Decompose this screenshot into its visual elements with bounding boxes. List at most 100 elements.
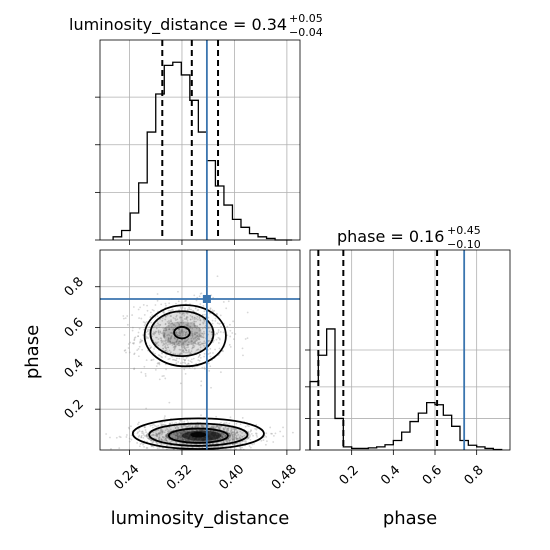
sample-point (191, 450, 193, 452)
sample-point (189, 314, 192, 317)
sample-point (225, 428, 228, 431)
sample-point (215, 338, 218, 341)
sample-point (160, 443, 163, 446)
sample-point (193, 367, 196, 370)
sample-point (176, 433, 179, 436)
sample-point (166, 444, 168, 447)
sample-point (170, 440, 173, 443)
sample-point (168, 321, 171, 324)
sample-point (125, 351, 127, 354)
sample-point (170, 319, 172, 321)
sample-point (154, 429, 157, 432)
sample-point (171, 344, 174, 347)
sample-point (163, 333, 166, 336)
sample-point (183, 347, 186, 350)
sample-point (182, 312, 185, 315)
sample-point (200, 342, 203, 345)
sample-point (248, 425, 250, 428)
sample-point (241, 446, 243, 449)
sample-point (215, 425, 218, 428)
sample-point (140, 434, 143, 437)
sample-point (202, 440, 205, 443)
sample-point (228, 440, 231, 443)
sample-point (182, 430, 185, 433)
sample-point (211, 443, 214, 445)
sample-point (170, 320, 172, 323)
sample-point (146, 440, 148, 443)
sample-point (178, 435, 181, 438)
sample-point (165, 439, 168, 441)
sample-point (216, 312, 218, 315)
sample-point (162, 340, 165, 342)
sample-point (177, 432, 179, 435)
sample-point (212, 442, 215, 445)
sample-point (166, 321, 169, 323)
sample-point (162, 347, 165, 350)
sample-point (146, 447, 149, 449)
joint-plot-area (103, 275, 294, 452)
sample-point (147, 333, 150, 335)
sample-point (207, 316, 210, 319)
sample-point (156, 293, 159, 295)
sample-point (228, 439, 230, 442)
sample-point (216, 322, 219, 325)
sample-point (179, 432, 182, 435)
sample-point (152, 358, 155, 361)
sample-point (209, 307, 212, 310)
sample-point (174, 345, 177, 347)
sample-point (182, 321, 185, 324)
sample-point (174, 359, 177, 362)
sample-point (236, 431, 239, 434)
sample-point (156, 315, 159, 318)
sample-point (166, 432, 169, 435)
sample-point (184, 333, 187, 336)
sample-point (194, 326, 197, 329)
sample-point (235, 436, 238, 438)
sample-point (152, 431, 155, 433)
sample-point (191, 317, 194, 320)
sample-point (119, 436, 122, 439)
sample-point (177, 427, 180, 430)
sample-point (172, 309, 175, 311)
sample-point (175, 340, 178, 343)
sample-point (220, 442, 223, 444)
sample-point (146, 329, 149, 332)
sample-point (202, 425, 205, 428)
sample-point (239, 434, 242, 437)
sample-point (179, 382, 182, 385)
sample-point (163, 436, 166, 439)
sample-point (169, 340, 172, 343)
y-axis-label-phase: phase (22, 325, 43, 379)
sample-point (155, 432, 157, 435)
sample-point (182, 343, 185, 345)
sample-point (252, 434, 254, 437)
sample-point (126, 323, 129, 326)
x-axis-label-phase: phase (383, 508, 437, 529)
sample-point (170, 326, 173, 329)
sample-point (233, 434, 236, 437)
sample-point (153, 331, 156, 334)
sample-point (165, 329, 168, 332)
sample-point (282, 435, 285, 438)
sample-point (125, 436, 128, 438)
sample-point (179, 436, 182, 439)
sample-point (168, 328, 171, 331)
sample-point (235, 434, 238, 437)
sample-point (232, 434, 234, 437)
sample-point (255, 432, 258, 435)
sample-point (145, 337, 148, 340)
sample-point (185, 317, 188, 319)
sample-point (156, 299, 159, 302)
sample-point (235, 448, 237, 450)
sample-point (170, 337, 172, 340)
sample-point (260, 439, 263, 442)
sample-point (161, 319, 164, 322)
sample-point (172, 346, 175, 349)
sample-point (196, 425, 199, 428)
sample-point (164, 318, 167, 321)
sample-point (171, 332, 174, 335)
sample-point (212, 425, 215, 427)
sample-point (236, 431, 239, 434)
sample-point (199, 440, 202, 443)
sample-point (208, 426, 211, 429)
